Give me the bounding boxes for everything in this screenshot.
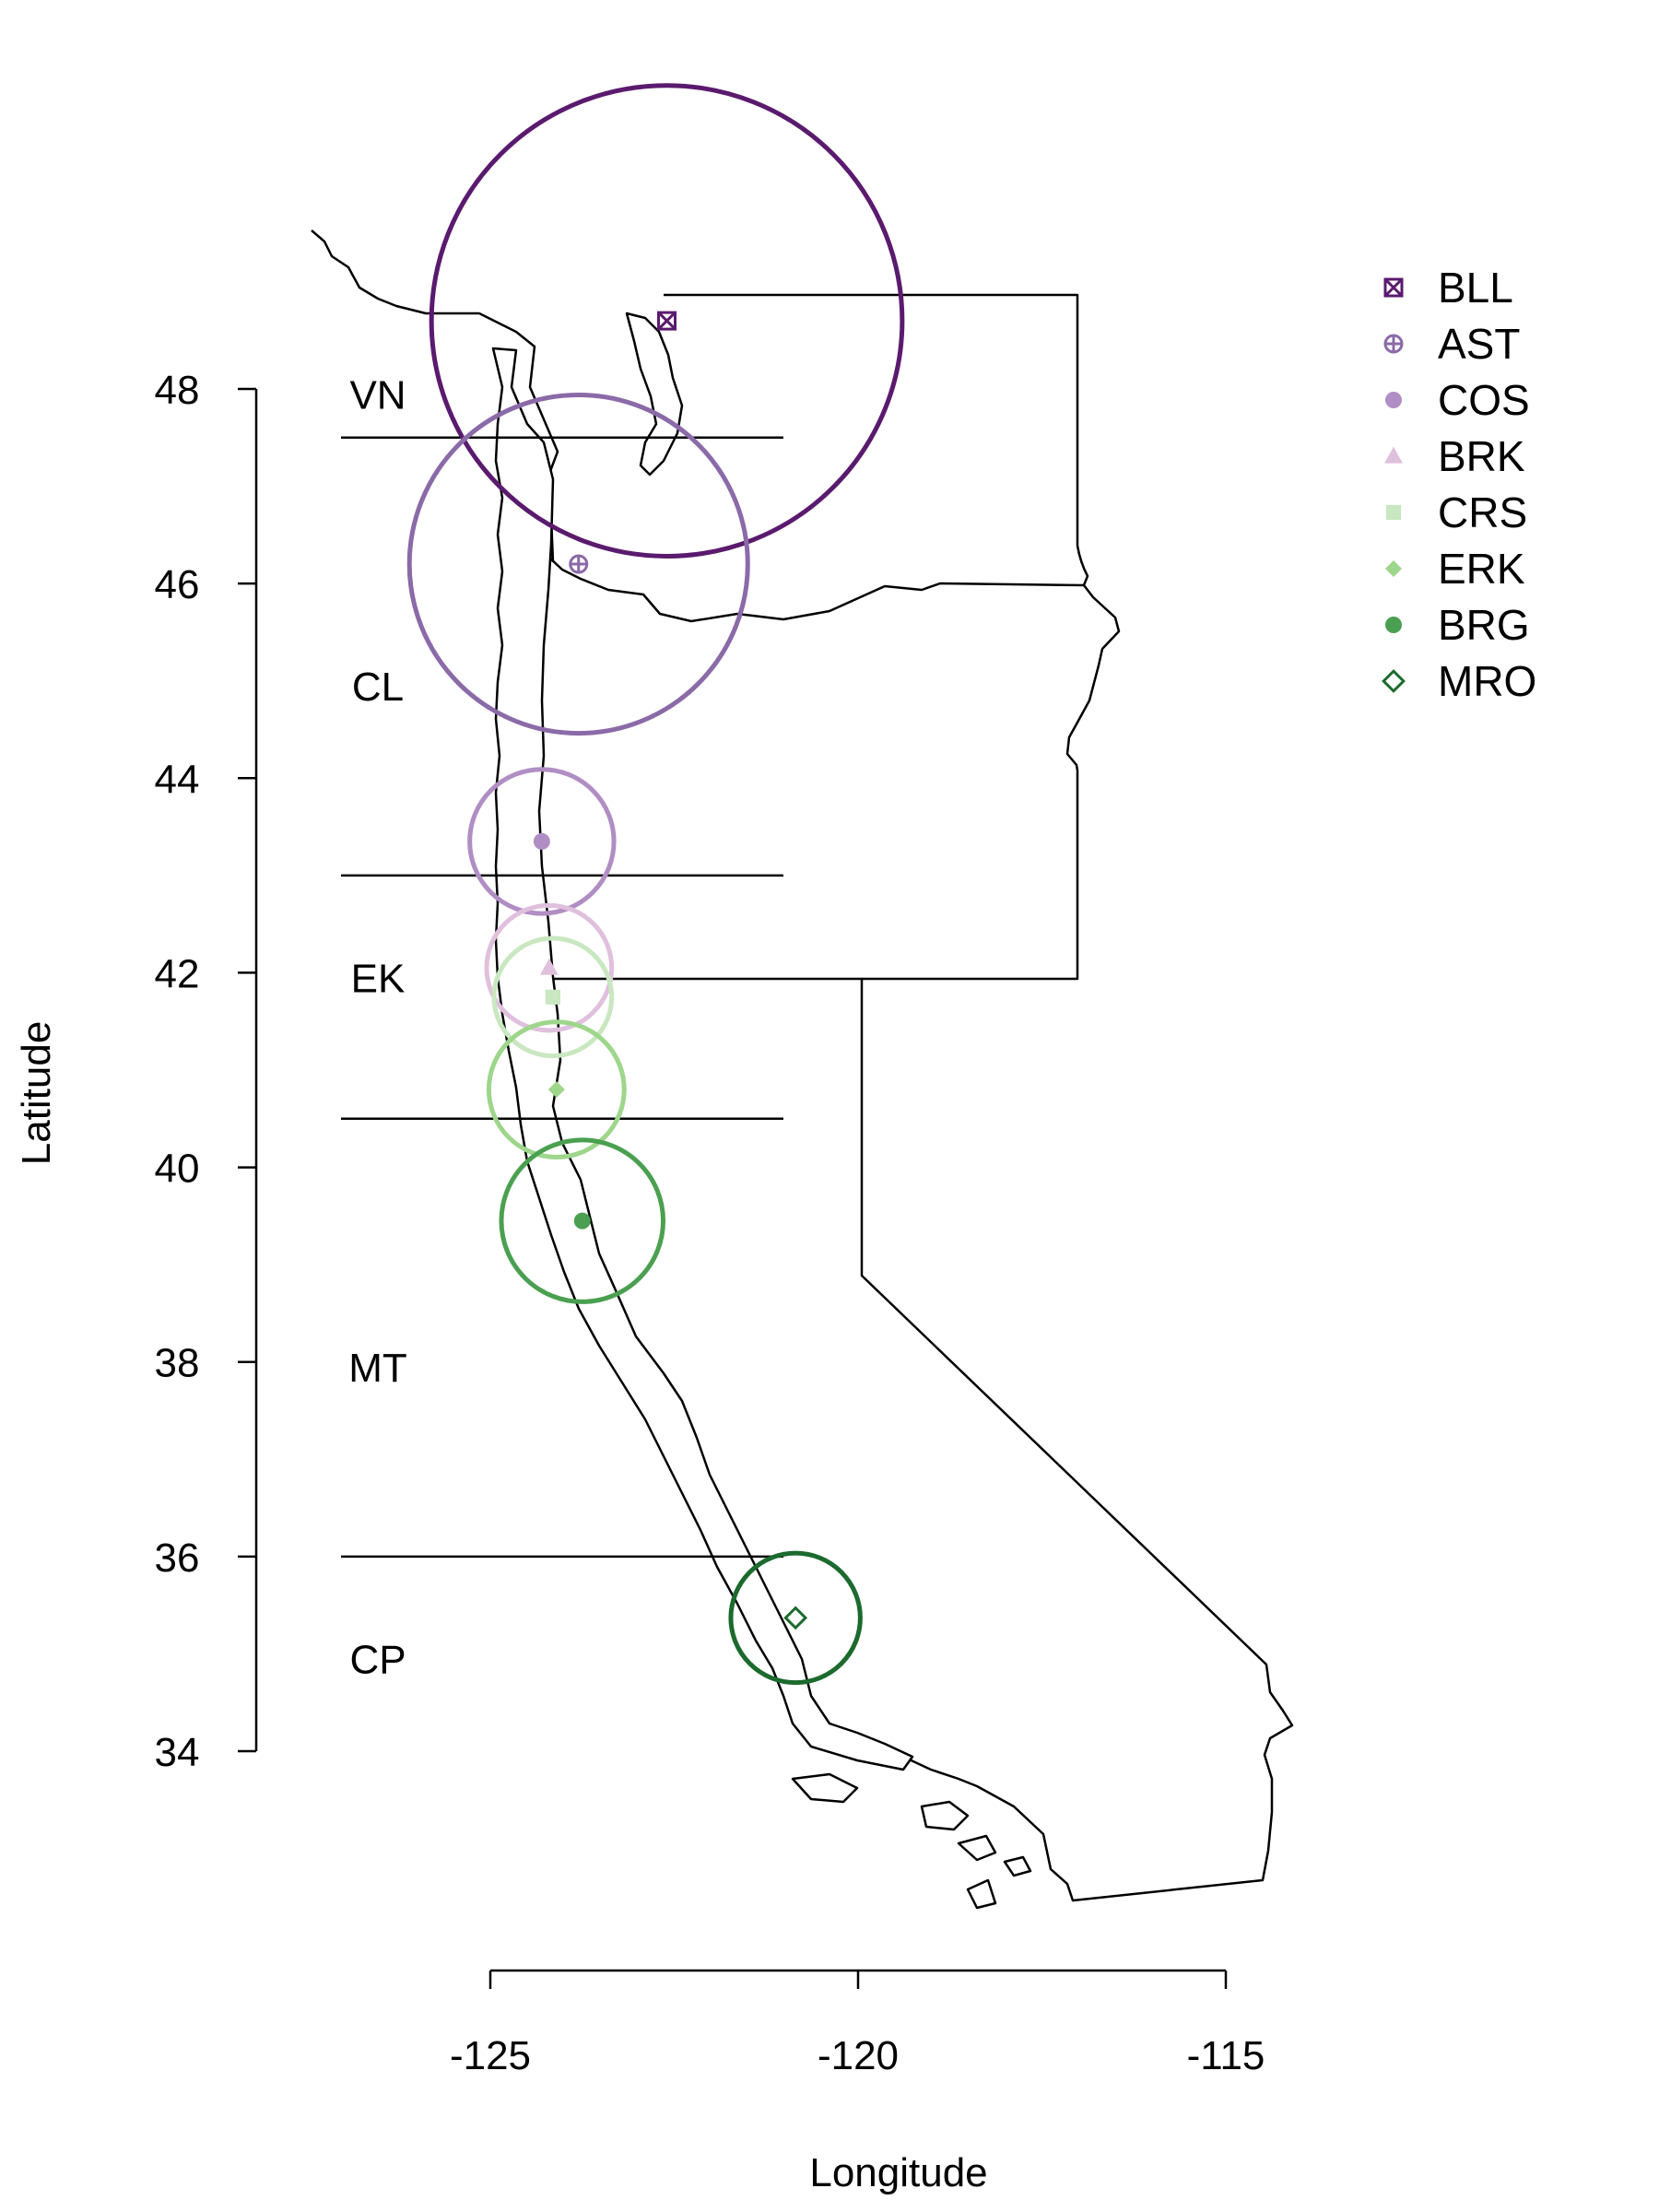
coastline-north — [311, 229, 559, 563]
range-circle-brk — [484, 902, 615, 1033]
y-tick-label: 34 — [155, 1730, 200, 1775]
y-tick-label: 36 — [155, 1535, 200, 1581]
marker-cos — [533, 832, 550, 850]
marker-bll — [657, 311, 677, 331]
marker-bll-legend — [1383, 277, 1404, 298]
marker-ast-legend — [1383, 334, 1404, 354]
region-label-ek: EK — [351, 957, 406, 1002]
oregon-border — [532, 584, 1121, 981]
puget-sound — [625, 312, 684, 477]
socal-islands-2 — [920, 1800, 970, 1831]
y-tick-label: 44 — [155, 757, 200, 802]
marker-square — [657, 311, 677, 331]
legend-label-erk: ERK — [1438, 545, 1525, 593]
legend-label-brg: BRG — [1438, 601, 1530, 649]
marker-cos-legend — [1385, 392, 1402, 408]
range-circle-cos — [467, 767, 617, 916]
y-axis-title: Latitude — [14, 1021, 59, 1166]
region-label-mt: MT — [348, 1346, 407, 1391]
marker-crs — [545, 989, 560, 1005]
region-label-cp: CP — [349, 1638, 406, 1683]
marker-cross-b — [657, 312, 677, 331]
x-tick-label: -120 — [818, 2033, 899, 2078]
y-tick-label: 40 — [155, 1147, 200, 1192]
coast-and-shelf — [311, 229, 1032, 1910]
marker-mro-legend — [1382, 669, 1406, 693]
x-tick-label: -115 — [1187, 2033, 1265, 2078]
marker-crs-legend — [1385, 504, 1402, 521]
marker-brk — [539, 958, 559, 975]
y-tick-label: 46 — [155, 562, 200, 607]
range-circle-bll — [429, 83, 905, 559]
marker-brg-legend — [1385, 617, 1402, 633]
axes: -125 -120 -115 34 36 38 40 42 44 46 48 — [155, 368, 1265, 2078]
legend-label-crs: CRS — [1438, 488, 1527, 536]
marker-brg — [573, 1212, 591, 1230]
marker-brk-legend — [1384, 446, 1403, 464]
legend-label-mro: MRO — [1438, 657, 1536, 705]
california-border — [860, 979, 1294, 1902]
marker-square — [1383, 277, 1404, 298]
washington-border — [547, 293, 1089, 623]
marker-erk-legend — [1385, 560, 1402, 577]
range-circle-ast — [406, 392, 750, 736]
site-layer — [406, 83, 905, 1686]
socal-islands-5 — [1003, 1855, 1032, 1877]
socal-islands-3 — [957, 1834, 997, 1862]
range-circle-erk — [486, 1019, 627, 1160]
socal-islands-4 — [966, 1878, 997, 1910]
legend-label-ast: AST — [1438, 320, 1520, 368]
region-layer: VN CL EK MT CP — [341, 372, 783, 1683]
y-tick-label: 38 — [155, 1341, 200, 1386]
region-label-vn: VN — [349, 372, 406, 418]
marker-erk — [547, 1081, 565, 1099]
shelf-band — [491, 347, 914, 1771]
range-circle-brg — [499, 1137, 666, 1304]
socal-islands-1 — [791, 1772, 859, 1804]
state-outlines — [532, 293, 1294, 1902]
x-axis-title: Longitude — [809, 2150, 987, 2195]
marker-ast — [569, 554, 589, 574]
y-tick-label: 42 — [155, 951, 200, 996]
range-circle-mro — [728, 1550, 863, 1686]
region-label-cl: CL — [352, 665, 404, 710]
marker-cross-b — [1383, 277, 1404, 298]
x-tick-label: -125 — [450, 2033, 531, 2078]
legend-label-cos: COS — [1438, 376, 1530, 424]
legend-label-brk: BRK — [1438, 432, 1525, 480]
y-tick-label: 48 — [155, 368, 200, 413]
range-circle-crs — [491, 935, 615, 1059]
legend-label-bll: BLL — [1438, 264, 1513, 312]
marker-mro — [783, 1606, 808, 1630]
legend: BLL AST COS BRK CRS ERK BRG MRO — [1382, 264, 1536, 705]
